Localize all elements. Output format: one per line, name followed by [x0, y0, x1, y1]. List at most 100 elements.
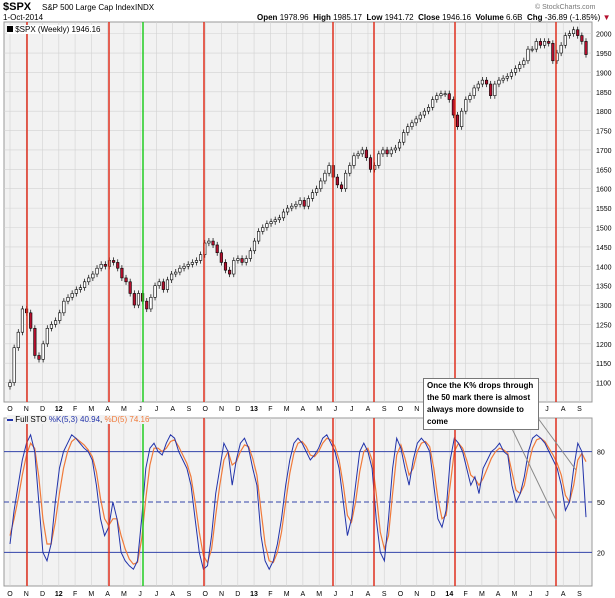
candle — [8, 382, 12, 387]
candle — [161, 281, 165, 290]
low-value: 1941.72 — [384, 13, 414, 22]
x-tick-label: J — [529, 591, 533, 598]
x-tick-label: J — [334, 406, 338, 413]
y-tick-label: 1400 — [596, 264, 612, 271]
open-label: Open — [257, 13, 278, 22]
candle — [447, 93, 451, 100]
x-tick-label: N — [414, 406, 419, 413]
candle — [431, 99, 435, 108]
candle — [352, 155, 356, 166]
y-tick-label: 1850 — [596, 90, 612, 97]
x-tick-label: M — [511, 591, 517, 598]
candle — [393, 147, 397, 151]
candle — [70, 293, 74, 298]
candle — [290, 205, 294, 209]
chg-label: Chg — [526, 13, 543, 22]
candle — [306, 198, 310, 207]
candle — [397, 141, 402, 149]
x-tick-label: M — [88, 591, 94, 598]
x-tick-label: J — [155, 591, 159, 598]
candle — [165, 279, 170, 290]
watermark: © StockCharts.com — [535, 4, 596, 11]
ohlc-readout: Open 1978.96 High 1985.17 Low 1941.72 Cl… — [257, 13, 610, 22]
x-tick-label: F — [73, 406, 77, 413]
candle — [136, 293, 141, 306]
x-tick-label: J — [545, 591, 549, 598]
candle — [335, 176, 339, 186]
candle — [16, 331, 20, 349]
sto-d-value: 74.16 — [129, 415, 150, 424]
x-tick-label: S — [187, 406, 192, 413]
sto-y-tick-label: 80 — [597, 450, 605, 457]
symbol: $SPX — [3, 1, 32, 13]
candle — [232, 260, 236, 275]
candle — [493, 83, 497, 96]
x-tick-label: N — [414, 591, 419, 598]
y-tick-label: 1150 — [596, 361, 611, 368]
y-tick-label: 1700 — [596, 148, 612, 155]
candle — [547, 41, 551, 44]
candle — [33, 328, 37, 356]
candle — [199, 254, 203, 261]
chg-value: -36.89 (-1.85%) — [544, 13, 601, 22]
sto-d-line — [9, 437, 587, 565]
candle — [37, 355, 41, 360]
candle — [385, 149, 389, 155]
candle — [128, 281, 132, 294]
candle — [277, 217, 281, 221]
x-tick-label: F — [463, 591, 467, 598]
candle — [281, 211, 286, 219]
candle — [377, 153, 381, 166]
x-tick-label: J — [155, 406, 159, 413]
candle — [435, 95, 439, 100]
candle — [269, 221, 273, 224]
candle — [480, 79, 484, 85]
x-tick-label: A — [366, 406, 371, 413]
candle — [310, 192, 315, 199]
x-tick-label: M — [121, 591, 127, 598]
x-tick-label: J — [334, 591, 338, 598]
y-tick-label: 1300 — [596, 303, 612, 310]
candle — [178, 267, 182, 273]
x-tick-label: S — [382, 406, 387, 413]
price-legend: $SPX (Weekly) 1946.16 — [7, 25, 101, 34]
y-tick-label: 1550 — [596, 206, 612, 213]
candle — [103, 264, 107, 267]
candle — [194, 260, 199, 263]
candle — [74, 289, 78, 294]
annotation-pointer — [531, 409, 577, 471]
candle — [439, 93, 443, 96]
x-tick-label: M — [316, 406, 322, 413]
candle — [54, 320, 58, 325]
candle — [538, 41, 542, 46]
x-tick-label: S — [577, 406, 582, 413]
candle — [186, 264, 190, 267]
candle — [348, 165, 352, 174]
candle — [174, 271, 178, 275]
candle — [572, 29, 576, 34]
candle — [302, 200, 306, 207]
candle — [207, 240, 211, 244]
x-tick-label: 13 — [250, 406, 258, 413]
x-tick-label: S — [187, 591, 192, 598]
candle — [153, 285, 157, 298]
sto-y-tick-label: 20 — [597, 550, 605, 557]
x-tick-label: A — [561, 591, 566, 598]
candle — [257, 231, 261, 242]
x-tick-label: S — [382, 591, 387, 598]
x-tick-label: O — [7, 406, 13, 413]
candle — [464, 99, 468, 112]
candle — [522, 60, 526, 65]
candle — [286, 207, 290, 213]
volume-value: 6.6B — [506, 13, 523, 22]
y-tick-label: 1350 — [596, 284, 612, 291]
candle — [145, 300, 149, 310]
candle — [513, 68, 518, 73]
candle — [124, 277, 128, 283]
candle — [389, 149, 393, 155]
x-tick-label: M — [284, 591, 290, 598]
x-tick-label: A — [366, 591, 371, 598]
x-tick-label: O — [398, 406, 404, 413]
candle — [149, 297, 153, 310]
